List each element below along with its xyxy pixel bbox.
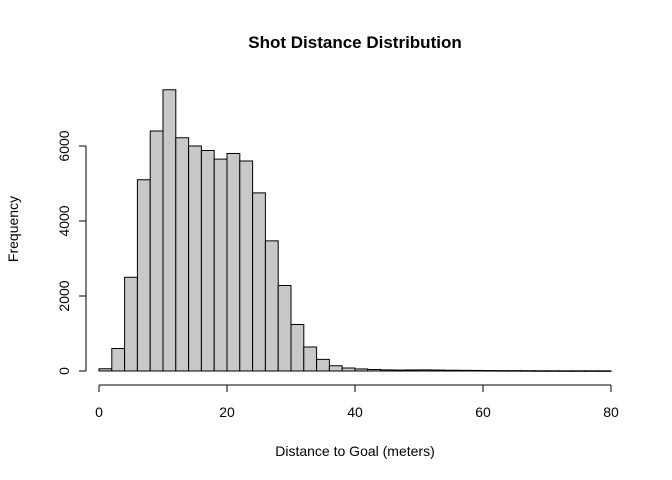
histogram-bar bbox=[162, 89, 177, 372]
histogram-bar bbox=[597, 370, 612, 372]
y-tick-label: 0 bbox=[56, 367, 72, 375]
x-axis-label: Distance to Goal (meters) bbox=[275, 443, 435, 459]
histogram-bar bbox=[328, 365, 343, 372]
histogram-bar bbox=[572, 370, 586, 372]
y-tick-label: 2000 bbox=[56, 280, 72, 311]
y-tick-label: 6000 bbox=[56, 130, 72, 161]
histogram-bar bbox=[584, 370, 599, 372]
histogram-bar bbox=[290, 324, 305, 372]
x-axis: 0 20 40 60 80 bbox=[95, 384, 619, 420]
x-tick-label: 20 bbox=[219, 404, 235, 420]
histogram-bar bbox=[456, 369, 471, 372]
y-tick-label: 4000 bbox=[56, 205, 72, 236]
histogram-bar bbox=[149, 130, 164, 372]
histogram-bar bbox=[469, 369, 484, 372]
histogram-bar bbox=[303, 346, 318, 372]
histogram-bar bbox=[277, 285, 292, 372]
histogram-bar bbox=[418, 369, 433, 372]
y-axis: 0 2000 4000 6000 bbox=[56, 130, 87, 375]
histogram-bar bbox=[252, 192, 266, 372]
histogram-bar bbox=[431, 369, 446, 372]
histogram-bar bbox=[341, 367, 356, 372]
histogram-bar bbox=[444, 369, 458, 372]
histogram-bar bbox=[508, 370, 522, 372]
y-axis-label: Frequency bbox=[5, 196, 21, 262]
histogram-bar bbox=[136, 179, 151, 372]
histogram-bar bbox=[367, 369, 382, 372]
histogram-bar bbox=[392, 369, 407, 372]
histogram-bar bbox=[175, 137, 190, 372]
x-tick-label: 80 bbox=[603, 404, 619, 420]
histogram-bar bbox=[124, 276, 138, 372]
histogram-bar bbox=[559, 370, 574, 372]
bars-group bbox=[98, 89, 612, 372]
histogram-bar bbox=[520, 370, 535, 372]
histogram-bar bbox=[354, 368, 369, 372]
histogram-bar bbox=[405, 369, 420, 372]
histogram-bar bbox=[239, 160, 254, 372]
x-tick-label: 40 bbox=[347, 404, 363, 420]
histogram-bar bbox=[316, 358, 330, 372]
chart-title: Shot Distance Distribution bbox=[248, 33, 461, 52]
histogram-bar bbox=[482, 370, 497, 372]
histogram-bar bbox=[226, 153, 241, 372]
histogram-bar bbox=[495, 370, 510, 372]
x-tick-label: 60 bbox=[475, 404, 491, 420]
x-tick-label: 0 bbox=[95, 404, 103, 420]
histogram-bar bbox=[213, 158, 228, 372]
histogram-bar bbox=[533, 370, 548, 372]
histogram-bar bbox=[546, 370, 561, 372]
histogram-bar bbox=[111, 348, 126, 372]
histogram-bar bbox=[264, 240, 279, 372]
histogram-bar bbox=[380, 369, 394, 372]
histogram-bar bbox=[188, 145, 202, 372]
histogram-bar bbox=[98, 368, 113, 372]
histogram-bar bbox=[200, 150, 215, 372]
